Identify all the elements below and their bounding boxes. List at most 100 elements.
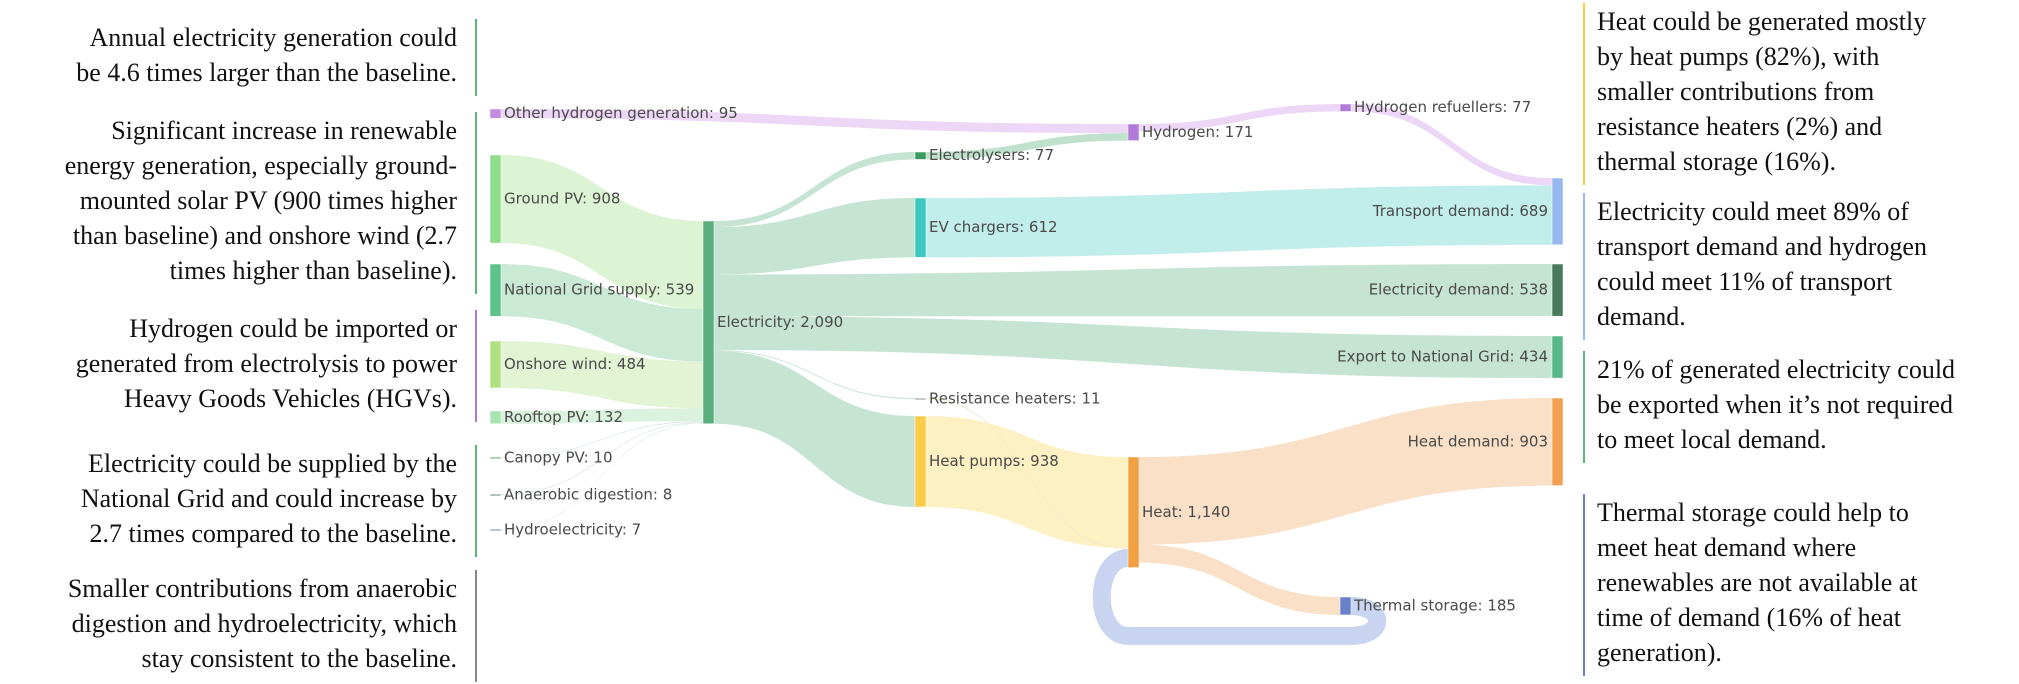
link — [714, 152, 915, 227]
annotation-text: meet heat demand where — [1597, 533, 1856, 562]
link — [714, 264, 1552, 317]
node — [489, 263, 502, 317]
node-label: Anaerobic digestion: 8 — [504, 486, 672, 504]
annotation-text: Hydrogen could be imported or — [129, 314, 457, 343]
link — [501, 341, 703, 409]
node-label: Electricity demand: 538 — [1369, 281, 1548, 299]
link — [501, 408, 703, 424]
annotation-text: Smaller contributions from anaerobic — [68, 574, 457, 603]
annotation-text: to meet local demand. — [1597, 425, 1827, 454]
annotation-text: could meet 11% of transport — [1597, 267, 1893, 296]
link — [926, 416, 1128, 548]
link — [501, 421, 703, 458]
node-label: Other hydrogen generation: 95 — [504, 104, 738, 122]
link — [926, 185, 1552, 258]
node — [1127, 456, 1140, 568]
annotation-text: 2.7 times compared to the baseline. — [89, 519, 457, 548]
annotation-text: Electricity could meet 89% of — [1597, 197, 1909, 226]
annotation-text: Annual electricity generation could — [90, 23, 457, 52]
link — [1092, 549, 1386, 645]
node-label: Thermal storage: 185 — [1353, 596, 1516, 614]
node — [1339, 596, 1352, 616]
node — [1551, 397, 1564, 486]
node-label: Transport demand: 689 — [1372, 202, 1548, 220]
node-label: Hydroelectricity: 7 — [504, 521, 641, 539]
node — [914, 397, 927, 401]
annotation-text: demand. — [1597, 302, 1686, 331]
link — [501, 422, 703, 530]
node-label: Hydrogen: 171 — [1142, 123, 1253, 141]
annotation-text: resistance heaters (2%) and — [1597, 112, 1882, 141]
node-label: Export to National Grid: 434 — [1337, 348, 1548, 366]
link — [1139, 398, 1552, 545]
node-label: Onshore wind: 484 — [504, 355, 646, 373]
link — [1139, 544, 1340, 615]
annotation-text: transport demand and hydrogen — [1597, 232, 1927, 261]
node-label: National Grid supply: 539 — [504, 281, 694, 299]
node-label: Resistance heaters: 11 — [929, 390, 1101, 408]
node — [1339, 103, 1352, 112]
link — [714, 316, 1552, 379]
annotation-text: National Grid and could increase by — [81, 484, 457, 513]
annotation-text: renewables are not available at — [1597, 568, 1918, 597]
link — [501, 155, 703, 310]
link — [501, 422, 703, 495]
annotation-text: Heavy Goods Vehicles (HGVs). — [124, 384, 457, 413]
node — [914, 151, 927, 160]
node-label: EV chargers: 612 — [929, 218, 1058, 236]
annotation-text: Electricity could be supplied by the — [88, 449, 457, 478]
annotation-text: generated from electrolysis to power — [76, 349, 458, 378]
link — [1139, 104, 1340, 132]
node — [702, 220, 715, 424]
annotation-text: be exported when it’s not required — [1597, 390, 1953, 419]
links — [501, 104, 1552, 645]
annotation-text: be 4.6 times larger than the baseline. — [76, 58, 457, 87]
annotation-text: times higher than baseline). — [170, 256, 457, 285]
node-label: Electricity: 2,090 — [717, 313, 843, 331]
node — [1127, 123, 1140, 141]
annotation-text: thermal storage (16%). — [1597, 147, 1836, 176]
node — [489, 340, 502, 389]
node — [914, 415, 927, 508]
annotation-text: Significant increase in renewable — [111, 116, 457, 145]
nodes: Other hydrogen generation: 95 Ground PV: … — [489, 98, 1564, 616]
node-label: Rooftop PV: 132 — [504, 408, 623, 426]
node — [489, 154, 502, 244]
node — [1551, 263, 1564, 317]
annotation-text: energy generation, especially ground- — [65, 151, 457, 180]
node-label: Ground PV: 908 — [504, 190, 620, 208]
annotation-text: mounted solar PV (900 times higher — [80, 186, 458, 215]
annotation-text: time of demand (16% of heat — [1597, 603, 1902, 632]
annotation-text: smaller contributions from — [1597, 77, 1874, 106]
annotation-text: than baseline) and onshore wind (2.7 — [73, 221, 457, 250]
node — [489, 108, 502, 119]
node-label: Heat: 1,140 — [1142, 503, 1230, 521]
link — [1351, 104, 1552, 186]
node — [489, 410, 502, 425]
link — [501, 109, 1128, 134]
node — [489, 528, 502, 532]
annotation-text: digestion and hydroelectricity, which — [72, 609, 457, 638]
node — [489, 456, 502, 460]
annotations: Annual electricity generation could be 4.… — [65, 3, 1955, 682]
annotation-text: stay consistent to the baseline. — [141, 644, 457, 673]
node — [914, 197, 927, 258]
node — [489, 493, 502, 497]
annotation-text: Thermal storage could help to — [1597, 498, 1909, 527]
link — [501, 264, 703, 362]
annotation-text: by heat pumps (82%), with — [1597, 42, 1879, 71]
link — [714, 350, 915, 400]
link — [714, 198, 915, 275]
node-label: Hydrogen refuellers: 77 — [1354, 98, 1531, 116]
link — [926, 133, 1128, 160]
annotation-text: Heat could be generated mostly — [1597, 7, 1926, 36]
node-label: Canopy PV: 10 — [504, 449, 613, 467]
link — [926, 398, 1128, 550]
annotation-text: 21% of generated electricity could — [1597, 355, 1955, 384]
node — [1551, 177, 1564, 246]
annotation-text: generation). — [1597, 638, 1722, 667]
node-label: Heat pumps: 938 — [929, 452, 1059, 470]
node — [1551, 335, 1564, 379]
node-label: Heat demand: 903 — [1408, 432, 1548, 450]
